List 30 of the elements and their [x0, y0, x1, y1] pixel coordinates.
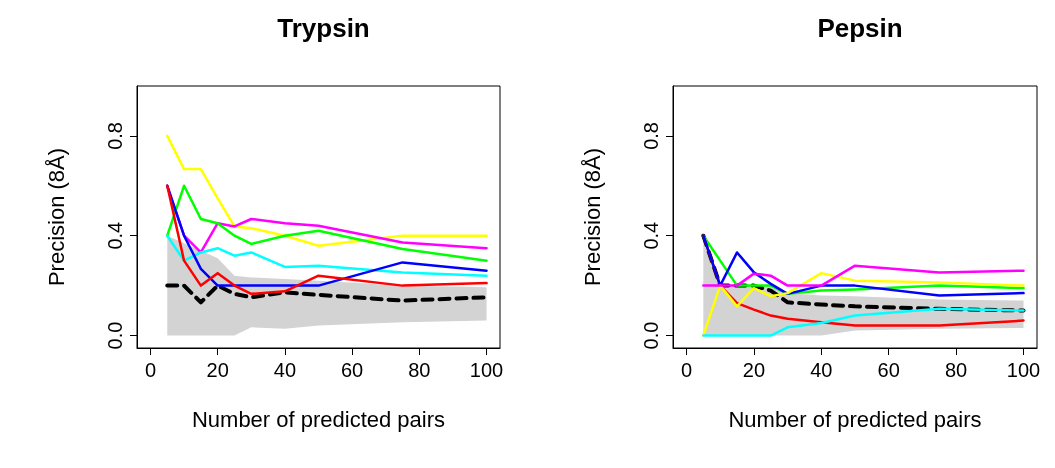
line-series [166, 234, 488, 277]
x-axis-title: Number of predicted pairs [191, 406, 446, 432]
x-tick-label: 40 [273, 359, 297, 381]
x-tick-label: 0 [680, 359, 693, 381]
x-tick-label: 40 [810, 359, 833, 381]
y-tick-label: 0.4 [640, 221, 662, 250]
x-tick-label: 100 [469, 359, 504, 381]
y-tick-label: 0.4 [104, 221, 126, 250]
y-tick-label: 0.0 [640, 321, 662, 350]
line-series [702, 271, 1025, 337]
y-tick-label: 0.0 [104, 321, 126, 350]
y-axis-title: Precision (8Å) [579, 147, 605, 287]
x-tick-label: 80 [944, 359, 968, 381]
y-tick-label: 0.8 [640, 122, 662, 150]
line-series [701, 233, 1026, 313]
y-axis-title: Precision (8Å) [43, 147, 69, 287]
y-tick-label: 0.8 [104, 122, 126, 150]
x-tick-label: 20 [206, 359, 229, 381]
line-series [702, 264, 1025, 287]
x-tick-label: 60 [340, 359, 364, 381]
x-axis-title: Number of predicted pairs [728, 406, 982, 432]
x-tick-label: 100 [1006, 359, 1041, 381]
x-tick-label: 20 [742, 359, 766, 381]
x-tick-label: 80 [408, 359, 431, 381]
chart-title: Pepsin [817, 13, 903, 43]
chart-title: Trypsin [277, 13, 370, 43]
line-series [166, 134, 488, 247]
x-tick-label: 0 [144, 359, 157, 381]
line-series [702, 307, 1025, 337]
x-tick-label: 60 [877, 359, 900, 381]
